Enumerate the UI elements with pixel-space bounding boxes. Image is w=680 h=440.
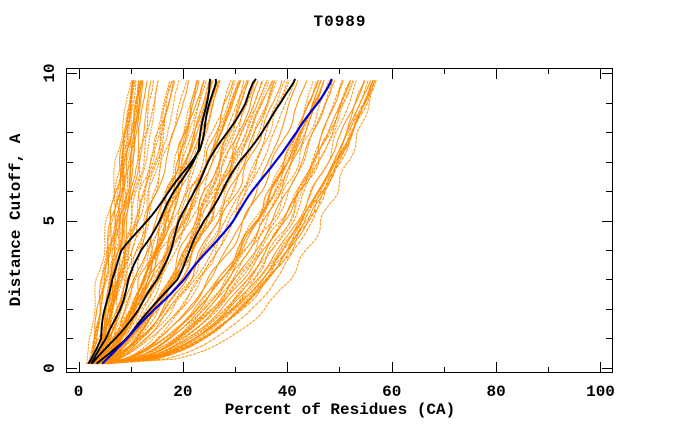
model-curve-orange: [87, 80, 242, 365]
model-curve-orange: [87, 80, 270, 365]
model-curve-orange: [89, 80, 250, 365]
model-curve-orange: [86, 80, 276, 365]
model-curve-orange: [92, 80, 170, 364]
x-tick-label: 40: [278, 383, 297, 401]
model-curve-orange: [108, 80, 322, 365]
model-curve-orange: [99, 80, 344, 365]
model-curve-orange: [103, 80, 236, 365]
model-curve-orange: [108, 80, 220, 364]
model-curve-orange: [89, 80, 374, 365]
plot-border: [66, 68, 613, 373]
model-curve-orange: [109, 80, 286, 365]
model-curve-orange: [105, 80, 249, 365]
model-curve-orange: [100, 80, 176, 364]
model-curve-orange: [106, 80, 290, 365]
model-curve-orange: [95, 80, 141, 364]
model-curve-orange: [106, 80, 308, 365]
model-curve-orange: [90, 80, 175, 364]
x-tick-label: 60: [382, 383, 401, 401]
chart-title: T0989: [313, 13, 367, 31]
x-tick-label: 100: [586, 383, 615, 401]
model-curve-model-black-1: [87, 78, 217, 365]
model-curve-orange: [102, 80, 333, 365]
model-curve-orange: [104, 80, 325, 365]
model-curve-orange: [106, 80, 336, 365]
axis-ticks: [67, 69, 612, 372]
model-curve-model-black-4: [96, 78, 296, 365]
model-curve-orange: [105, 80, 377, 365]
x-tick-label: 20: [173, 383, 192, 401]
model-curve-model-black-2: [90, 78, 212, 365]
model-curve-orange: [107, 80, 134, 364]
x-tick-label: 80: [486, 383, 505, 401]
x-tick-label: 0: [74, 383, 84, 401]
model-curve-orange: [102, 80, 211, 364]
model-curve-orange: [101, 80, 275, 365]
model-curve-orange: [108, 80, 366, 365]
model-curve-orange: [96, 80, 159, 364]
model-curve-orange: [102, 80, 352, 365]
model-curve-orange: [86, 80, 132, 364]
model-curve-orange: [91, 80, 205, 364]
x-axis-label: Percent of Residues (CA): [224, 401, 456, 419]
y-tick-label: 10: [41, 63, 59, 82]
model-curve-orange: [94, 80, 343, 365]
model-curve-orange: [97, 80, 221, 365]
model-curve-model-blue: [101, 78, 333, 365]
model-curve-orange: [101, 80, 152, 364]
model-curve-orange: [90, 80, 137, 364]
model-curve-orange: [101, 80, 268, 365]
model-curve-orange: [96, 80, 355, 365]
model-curve-model-black-3: [91, 78, 257, 365]
model-curve-orange: [105, 80, 180, 364]
y-tick-label: 5: [41, 216, 59, 226]
model-curve-orange: [90, 80, 133, 364]
model-curve-orange: [103, 80, 245, 365]
model-curve-orange: [89, 80, 173, 364]
y-tick-label: 0: [41, 363, 59, 373]
model-curve-orange: [98, 80, 376, 365]
model-curve-orange: [92, 80, 268, 365]
model-curve-orange: [106, 80, 198, 364]
model-curve-orange: [96, 80, 256, 365]
curves-layer: [86, 78, 377, 365]
